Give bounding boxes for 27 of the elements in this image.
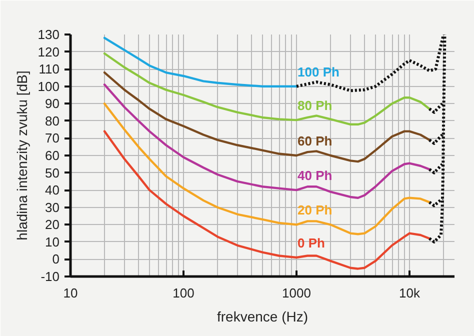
y-tick-label: 130	[38, 27, 60, 42]
x-axis-title: frekvence (Hz)	[216, 308, 308, 324]
series-label: 0 Ph	[298, 235, 326, 250]
y-tick-label: 110	[38, 62, 60, 77]
y-tick-label: 70	[45, 130, 60, 146]
x-tick-label: 100	[172, 286, 194, 300]
y-tick-label: 100	[38, 78, 60, 94]
series-label: 60 Ph	[298, 134, 332, 148]
x-tick-label: 10	[63, 286, 78, 300]
series-label: 100 Ph	[298, 64, 340, 80]
y-tick-label: 30	[45, 200, 60, 215]
y-tick-label: 40	[45, 182, 60, 198]
x-tick-label: 1000	[282, 286, 311, 300]
y-axis-title: hladina intenzity zvuku [dB]	[14, 70, 30, 240]
y-tick-label: 20	[45, 217, 60, 232]
y-tick-label: 0	[52, 252, 60, 267]
y-tick-label: 120	[38, 44, 60, 60]
y-tick-label: -10	[40, 269, 60, 284]
y-tick-label: 80	[45, 113, 60, 128]
y-tick-label: 60	[45, 148, 60, 163]
y-tick-label: 90	[45, 96, 60, 112]
y-tick-label: 50	[45, 165, 60, 180]
x-tick-label: 10k	[399, 286, 421, 300]
series-label: 80 Ph	[298, 98, 332, 114]
series-label: 20 Ph	[298, 202, 332, 218]
series-label: 40 Ph	[298, 168, 332, 184]
y-tick-label: 10	[45, 234, 60, 250]
